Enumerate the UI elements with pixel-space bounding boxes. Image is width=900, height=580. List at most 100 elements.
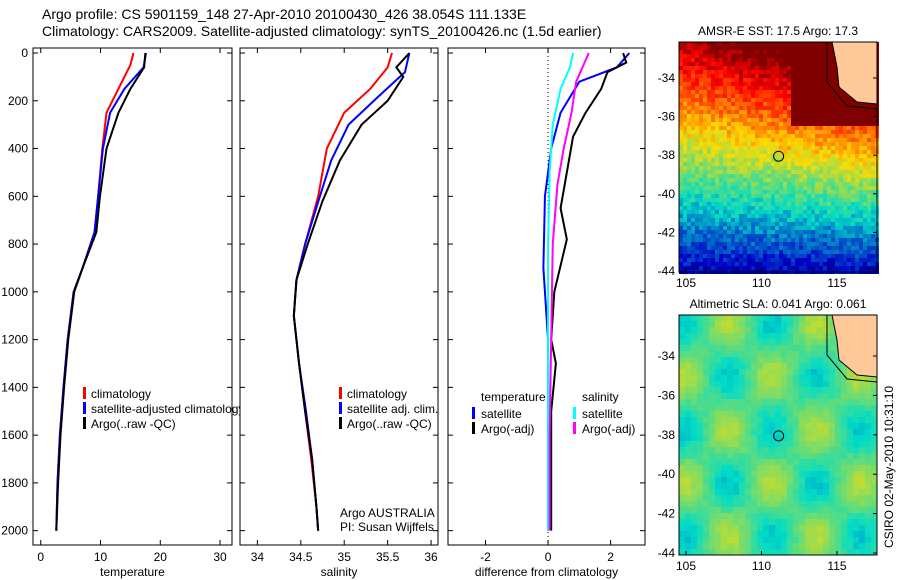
map-cell (691, 166, 695, 170)
map-cell (827, 262, 831, 266)
map-cell (807, 182, 811, 186)
map-cell (733, 363, 739, 369)
map-cell (697, 327, 703, 333)
map-cell (819, 78, 823, 82)
map-cell (871, 477, 877, 483)
map-cell (811, 537, 817, 543)
map-cell (823, 118, 827, 122)
map-cell (691, 206, 695, 210)
x-axis-label: difference from climatology (475, 565, 618, 579)
legend-group-title: salinity (582, 390, 619, 404)
map-cell (719, 106, 723, 110)
map-cell (839, 110, 843, 114)
map-cell (679, 186, 683, 190)
map-cell (707, 62, 711, 66)
map-cell (835, 477, 841, 483)
map-cell (811, 158, 815, 162)
map-cell (851, 234, 855, 238)
map-cell (805, 369, 811, 375)
map-cell (683, 186, 687, 190)
map-cell (697, 405, 703, 411)
map-cell (811, 186, 815, 190)
map-cell (859, 226, 863, 230)
map-cell (771, 70, 775, 74)
map-cell (679, 266, 683, 270)
map-cell (697, 447, 703, 453)
map-cell (807, 162, 811, 166)
map-cell (703, 50, 707, 54)
map-cell (697, 519, 703, 525)
map-cell (843, 114, 847, 118)
map-cell (731, 98, 735, 102)
map-cell (779, 222, 783, 226)
map-cell (763, 170, 767, 174)
map-cell (751, 453, 757, 459)
map-cell (739, 222, 743, 226)
plot-frame (447, 47, 646, 546)
map-cell (743, 46, 747, 50)
map-cell (835, 86, 839, 90)
map-cell (795, 238, 799, 242)
map-cell (871, 381, 877, 387)
y-tick-label: 600 (8, 189, 28, 203)
map-cell (695, 178, 699, 182)
map-cell (703, 258, 707, 262)
map-cell (835, 513, 841, 519)
map-cell (755, 206, 759, 210)
map-cell (715, 549, 721, 555)
map-cell (823, 230, 827, 234)
map-cell (787, 423, 793, 429)
map-cell (745, 543, 751, 549)
map-cell (779, 70, 783, 74)
map-cell (699, 234, 703, 238)
map-cell (679, 70, 683, 74)
map-cell (763, 246, 767, 250)
map-cell (767, 74, 771, 78)
map-cell (805, 441, 811, 447)
map-cell (763, 495, 769, 501)
map-cell (721, 351, 727, 357)
map-cell (709, 501, 715, 507)
map-cell (703, 549, 709, 555)
map-cell (823, 78, 827, 82)
map-cell (731, 86, 735, 90)
map-cell (793, 357, 799, 363)
map-cell (679, 138, 683, 142)
map-cell (867, 242, 871, 246)
map-cell (745, 333, 751, 339)
map-cell (751, 146, 755, 150)
map-cell (835, 453, 841, 459)
map-cell (679, 226, 683, 230)
map-cell (771, 234, 775, 238)
map-cell (747, 110, 751, 114)
plot-frame (239, 47, 439, 546)
map-cell (703, 190, 707, 194)
map-cell (703, 357, 709, 363)
map-cell (871, 194, 875, 198)
map-cell (739, 351, 745, 357)
map-cell (721, 315, 727, 321)
legend-swatch (472, 422, 475, 434)
map-cell (691, 98, 695, 102)
map-cell (683, 234, 687, 238)
map-cell (779, 254, 783, 258)
map-cell (691, 531, 697, 537)
map-cell (691, 393, 697, 399)
map-cell (731, 146, 735, 150)
map-cell (743, 154, 747, 158)
map-cell (799, 501, 805, 507)
map-cell (679, 198, 683, 202)
map-cell (715, 210, 719, 214)
map-cell (679, 393, 685, 399)
map-cell (787, 86, 791, 90)
map-cell (775, 198, 779, 202)
map-cell (835, 118, 839, 122)
map-cell (745, 507, 751, 513)
map-cell (757, 549, 763, 555)
map-cell (779, 134, 783, 138)
map-cell (799, 134, 803, 138)
map-cell (735, 218, 739, 222)
map-cell (823, 351, 829, 357)
map-cell (691, 258, 695, 262)
map-cell (719, 234, 723, 238)
